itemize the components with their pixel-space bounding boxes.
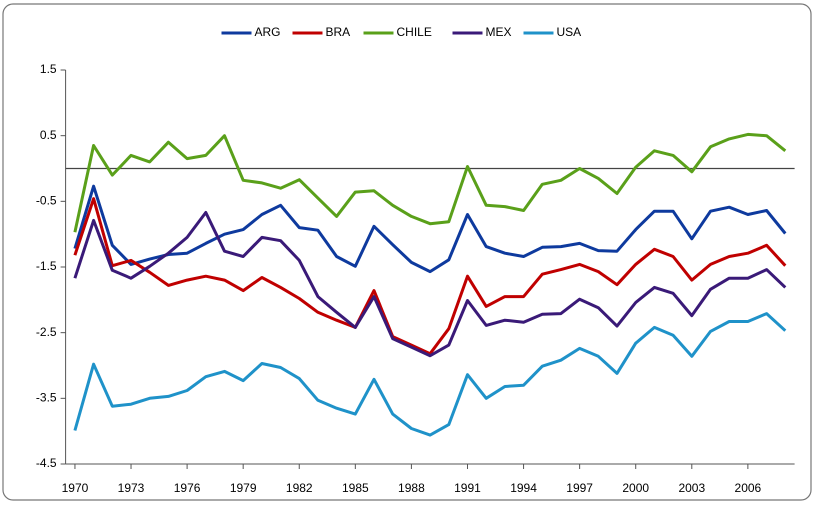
series-line [73,132,787,233]
y-tick-label: 1.5 [40,62,57,76]
legend-label: CHILE [397,25,432,39]
x-tick-label: 2006 [735,481,762,495]
legend-label: BRA [326,25,351,39]
x-tick-label: 2003 [678,481,705,495]
y-tick-label: -1.5 [36,259,57,273]
series-line [73,184,787,274]
x-tick-label: 1985 [342,481,369,495]
x-tick-label: 1982 [286,481,313,495]
legend-label: MEX [486,25,512,39]
x-tick-label: 1970 [62,481,89,495]
legend-label: USA [557,25,582,39]
x-tick-label: 1997 [566,481,593,495]
x-tick-label: 1973 [118,481,145,495]
series-line [73,211,787,358]
y-tick-label: -2.5 [36,325,57,339]
x-tick-label: 1994 [510,481,537,495]
y-tick-label: 0.5 [40,128,57,142]
x-tick-label: 1988 [398,481,425,495]
legend-label: ARG [255,25,281,39]
x-tick-label: 1976 [174,481,201,495]
y-tick-label: -4.5 [36,456,57,470]
y-tick-label: -3.5 [36,391,57,405]
series-line [73,197,787,356]
series-line [73,312,787,437]
x-tick-label: 1991 [454,481,481,495]
y-tick-label: -0.5 [36,194,57,208]
x-tick-label: 1979 [230,481,257,495]
x-tick-label: 2000 [622,481,649,495]
